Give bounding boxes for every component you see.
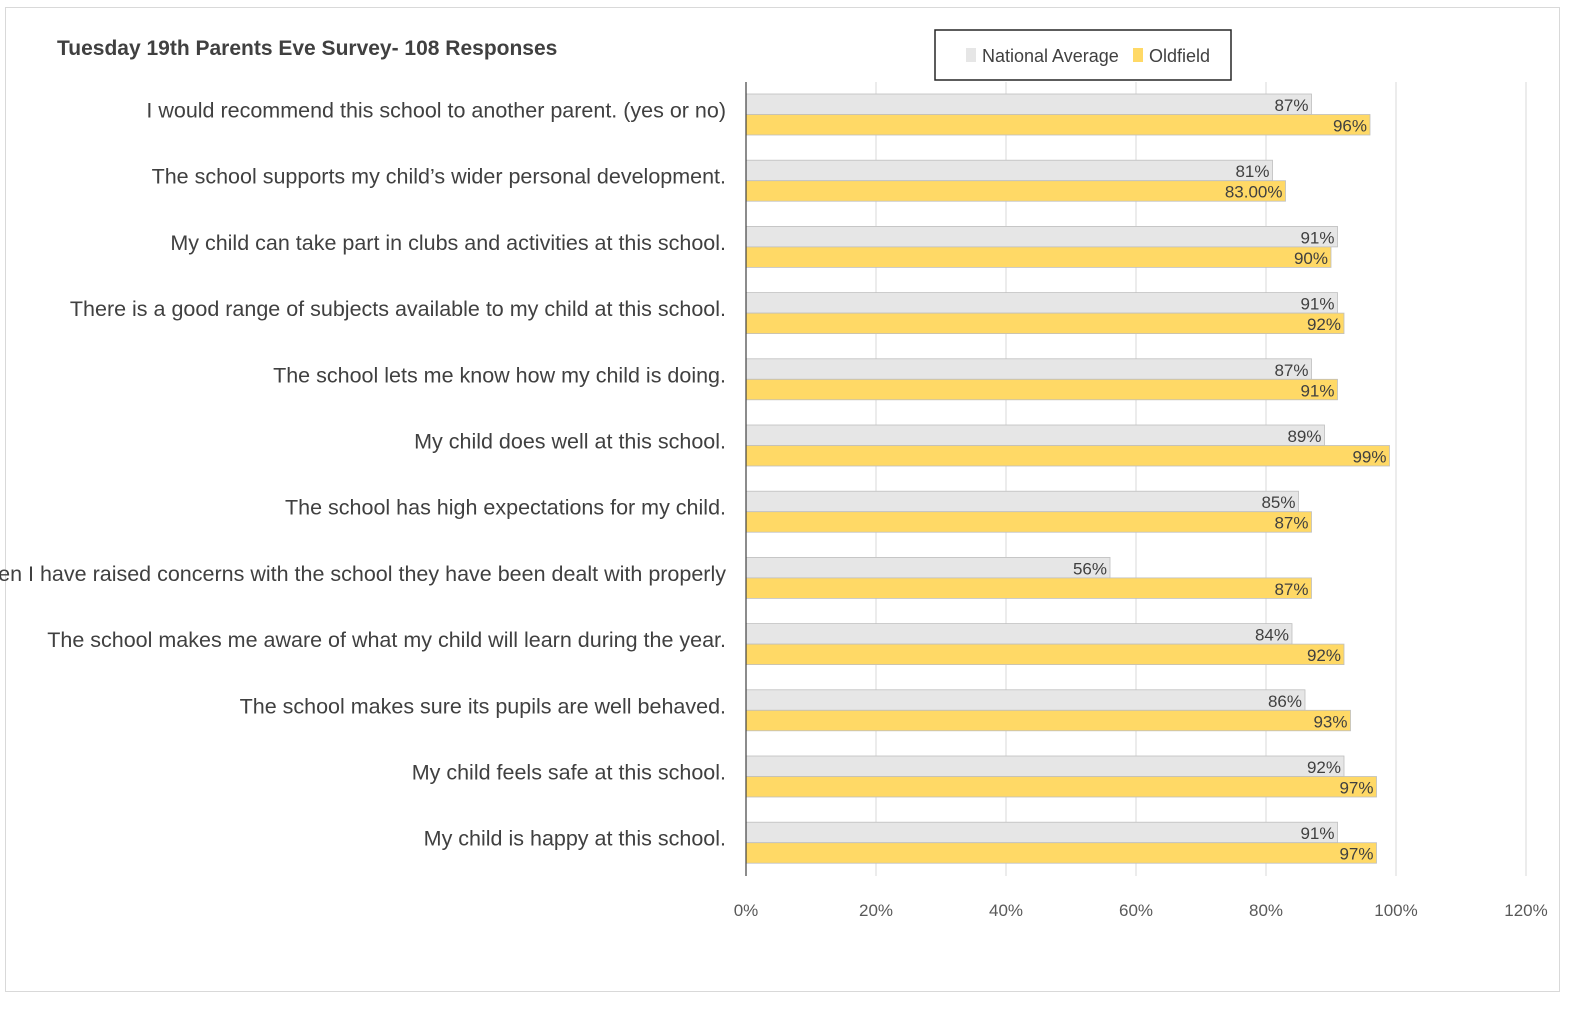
bar-national-average bbox=[745, 821, 1338, 844]
category-label: My child does well at this school. bbox=[414, 430, 726, 454]
category-label: There is a good range of subjects availa… bbox=[70, 297, 726, 321]
bar-national-average bbox=[745, 424, 1325, 446]
bar-national-average bbox=[745, 755, 1345, 777]
x-tick-label: 0% bbox=[734, 901, 759, 920]
bar-national-average bbox=[745, 159, 1273, 182]
category-label: I would recommend this school to another… bbox=[146, 99, 726, 123]
data-label: 90% bbox=[1294, 249, 1328, 268]
bar-oldfield bbox=[745, 378, 1338, 401]
x-tick-label: 100% bbox=[1374, 901, 1417, 920]
category-label: My child is happy at this school. bbox=[424, 827, 726, 851]
category-label: The school lets me know how my child is … bbox=[273, 363, 726, 387]
data-label: 87% bbox=[1274, 514, 1308, 533]
data-label: 83.00% bbox=[1225, 183, 1283, 202]
category-label: My child can take part in clubs and acti… bbox=[170, 231, 726, 255]
data-label: 86% bbox=[1268, 692, 1302, 711]
bar-national-average bbox=[745, 689, 1306, 711]
category-label: The school supports my child’s wider per… bbox=[152, 165, 726, 189]
data-label: 93% bbox=[1313, 712, 1347, 731]
bar-oldfield bbox=[745, 511, 1312, 533]
bar-oldfield bbox=[745, 312, 1345, 335]
bar-oldfield bbox=[745, 114, 1371, 136]
bar-oldfield bbox=[745, 643, 1345, 665]
x-tick-label: 120% bbox=[1504, 901, 1547, 920]
x-tick-label: 40% bbox=[989, 901, 1023, 920]
category-label: When I have raised concerns with the sch… bbox=[0, 562, 726, 586]
category-label: My child feels safe at this school. bbox=[412, 761, 726, 785]
data-label: 87% bbox=[1274, 96, 1308, 115]
x-tick-label: 80% bbox=[1249, 901, 1283, 920]
data-label: 81% bbox=[1235, 162, 1269, 181]
x-tick-label: 60% bbox=[1119, 901, 1153, 920]
data-label: 84% bbox=[1255, 626, 1289, 645]
data-label: 87% bbox=[1274, 580, 1308, 599]
data-label: 97% bbox=[1339, 845, 1373, 864]
data-label: 96% bbox=[1333, 117, 1367, 136]
bar-national-average bbox=[745, 557, 1111, 579]
bar-oldfield bbox=[745, 246, 1332, 268]
bar-national-average bbox=[745, 93, 1312, 115]
data-label: 99% bbox=[1352, 448, 1386, 467]
data-label: 97% bbox=[1339, 779, 1373, 798]
bar-national-average bbox=[745, 358, 1312, 380]
category-label: The school makes sure its pupils are wel… bbox=[240, 694, 726, 718]
chart-title: Tuesday 19th Parents Eve Survey- 108 Res… bbox=[57, 37, 557, 60]
category-label: The school has high expectations for my … bbox=[285, 496, 726, 520]
data-label: 89% bbox=[1287, 427, 1321, 446]
legend-entry: National Average bbox=[982, 46, 1119, 66]
data-label: 92% bbox=[1307, 758, 1341, 777]
legend-box bbox=[934, 29, 1232, 81]
data-label: 87% bbox=[1274, 361, 1308, 380]
data-label: 91% bbox=[1300, 228, 1334, 247]
bar-oldfield bbox=[745, 180, 1286, 202]
bar-national-average bbox=[745, 623, 1293, 645]
legend-swatch-oldfield bbox=[1133, 48, 1143, 62]
data-label: 92% bbox=[1307, 315, 1341, 334]
data-label: 85% bbox=[1261, 493, 1295, 512]
legend-swatch-national-average bbox=[966, 48, 976, 62]
bar-national-average bbox=[745, 292, 1338, 314]
x-tick-label: 20% bbox=[859, 901, 893, 920]
bar-oldfield bbox=[745, 842, 1377, 864]
bar-oldfield bbox=[745, 577, 1312, 599]
bar-national-average bbox=[745, 490, 1299, 513]
bar-oldfield bbox=[745, 776, 1377, 798]
category-label: The school makes me aware of what my chi… bbox=[47, 628, 726, 652]
data-label: 91% bbox=[1300, 295, 1334, 314]
data-label: 91% bbox=[1300, 824, 1334, 843]
bar-oldfield bbox=[745, 445, 1390, 467]
data-label: 91% bbox=[1300, 381, 1334, 400]
data-label: 92% bbox=[1307, 646, 1341, 665]
bar-oldfield bbox=[745, 709, 1351, 732]
legend-entry: Oldfield bbox=[1149, 46, 1210, 66]
bar-national-average bbox=[745, 225, 1338, 248]
data-label: 56% bbox=[1073, 559, 1107, 578]
